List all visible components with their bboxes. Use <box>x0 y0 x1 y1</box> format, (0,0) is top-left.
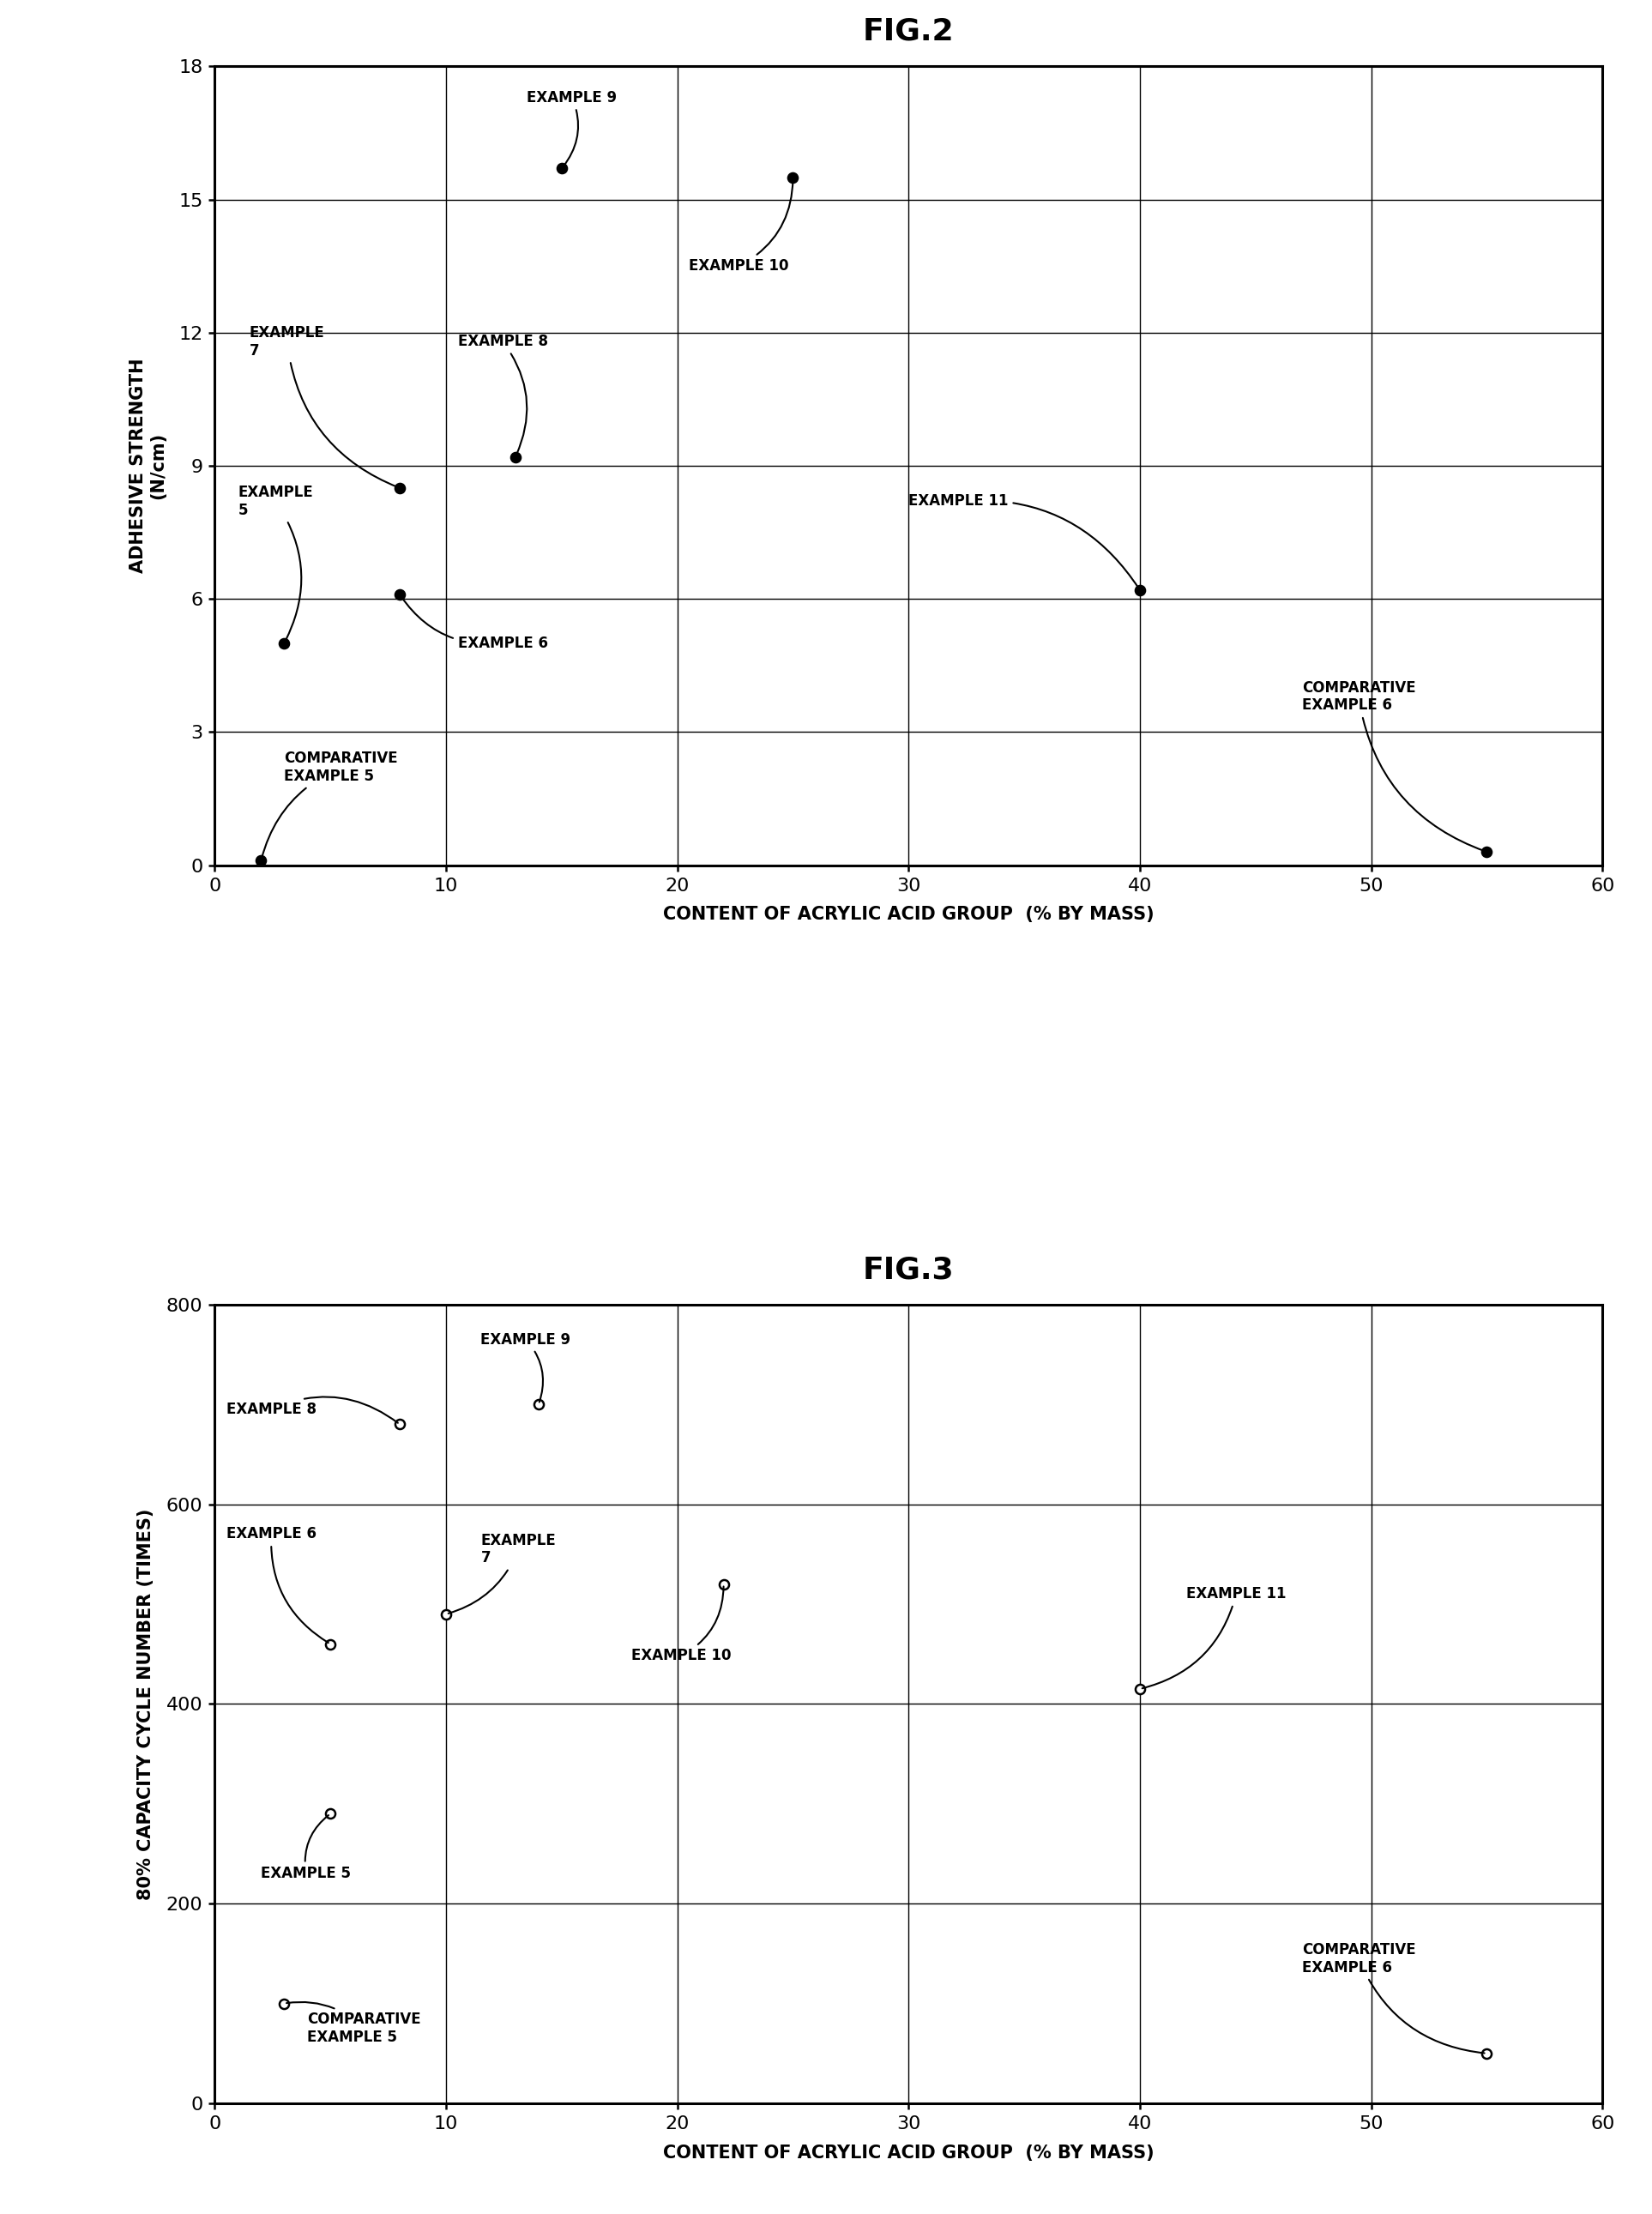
Text: EXAMPLE 9: EXAMPLE 9 <box>527 91 618 166</box>
Title: FIG.2: FIG.2 <box>862 18 955 46</box>
Text: EXAMPLE 6: EXAMPLE 6 <box>401 596 548 651</box>
Text: COMPARATIVE
EXAMPLE 5: COMPARATIVE EXAMPLE 5 <box>261 751 398 859</box>
X-axis label: CONTENT OF ACRYLIC ACID GROUP  (% BY MASS): CONTENT OF ACRYLIC ACID GROUP (% BY MASS… <box>662 906 1155 923</box>
Text: EXAMPLE 8: EXAMPLE 8 <box>226 1397 398 1424</box>
Text: COMPARATIVE
EXAMPLE 6: COMPARATIVE EXAMPLE 6 <box>1302 680 1485 850</box>
Text: EXAMPLE 10: EXAMPLE 10 <box>689 179 793 275</box>
Text: EXAMPLE 11: EXAMPLE 11 <box>1142 1587 1285 1689</box>
Text: COMPARATIVE
EXAMPLE 5: COMPARATIVE EXAMPLE 5 <box>286 2001 421 2046</box>
Text: EXAMPLE 5: EXAMPLE 5 <box>261 1815 352 1882</box>
Text: EXAMPLE
7: EXAMPLE 7 <box>249 325 398 487</box>
Text: EXAMPLE 10: EXAMPLE 10 <box>631 1587 730 1663</box>
Title: FIG.3: FIG.3 <box>862 1255 955 1284</box>
X-axis label: CONTENT OF ACRYLIC ACID GROUP  (% BY MASS): CONTENT OF ACRYLIC ACID GROUP (% BY MASS… <box>662 2145 1155 2161</box>
Text: EXAMPLE 11: EXAMPLE 11 <box>909 494 1138 589</box>
Text: COMPARATIVE
EXAMPLE 6: COMPARATIVE EXAMPLE 6 <box>1302 1942 1485 2052</box>
Text: EXAMPLE 9: EXAMPLE 9 <box>481 1333 572 1401</box>
Y-axis label: 80% CAPACITY CYCLE NUMBER (TIMES): 80% CAPACITY CYCLE NUMBER (TIMES) <box>137 1508 154 1900</box>
Text: EXAMPLE 8: EXAMPLE 8 <box>458 334 548 454</box>
Y-axis label: ADHESIVE STRENGTH
(N/cm): ADHESIVE STRENGTH (N/cm) <box>129 359 167 573</box>
Text: EXAMPLE
7: EXAMPLE 7 <box>448 1532 557 1614</box>
Text: EXAMPLE
5: EXAMPLE 5 <box>238 485 314 642</box>
Text: EXAMPLE 6: EXAMPLE 6 <box>226 1525 329 1643</box>
